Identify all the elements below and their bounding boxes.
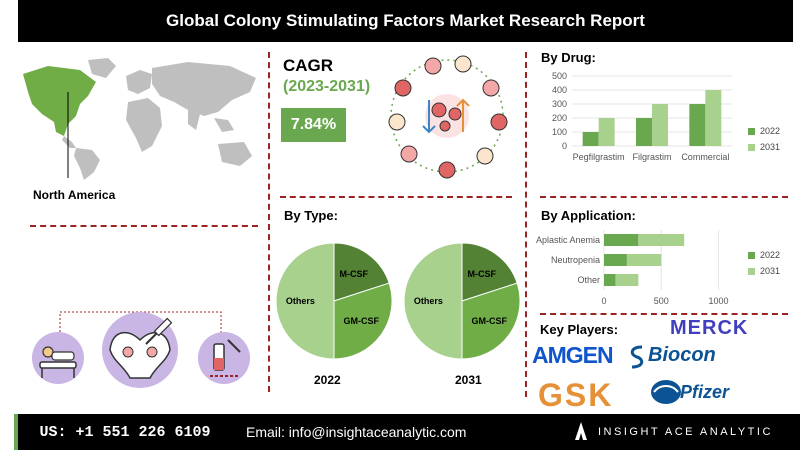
app-bar-2031 xyxy=(615,274,639,286)
pfizer-logo: Pfizer xyxy=(680,382,730,402)
pie-slice-label: M-CSF xyxy=(468,269,497,279)
report-title: Global Colony Stimulating Factors Market… xyxy=(18,0,793,42)
pie-slice-m-csf xyxy=(461,242,518,302)
footer-accent xyxy=(14,414,18,450)
amgen-logo: AMGEN xyxy=(532,342,614,368)
key-players-title: Key Players: xyxy=(540,322,619,337)
divider-right-2 xyxy=(540,313,788,315)
drug-category-label: Filgrastim xyxy=(632,152,671,162)
brand-name: INSIGHT ACE ANALYTIC xyxy=(598,426,773,438)
pie-slice-label: M-CSF xyxy=(340,269,369,279)
region-label: North America xyxy=(33,188,116,202)
app-category-label: Other xyxy=(577,275,600,285)
drug-bar-2022 xyxy=(582,132,599,146)
by-application-title: By Application: xyxy=(541,208,636,223)
footer-email: Email: info@insightaceanalytic.com xyxy=(236,414,566,450)
drug-bar-2031 xyxy=(652,104,668,146)
app-xtick: 0 xyxy=(601,296,606,306)
pie-slice-others xyxy=(403,242,463,360)
drug-ytick: 0 xyxy=(562,141,567,151)
drug-ytick: 200 xyxy=(552,113,567,123)
pfizer-mark-icon xyxy=(650,376,682,413)
divider-right-1 xyxy=(540,196,788,198)
app-bar-2022 xyxy=(604,254,627,266)
drug-ytick: 300 xyxy=(552,99,567,109)
pie-slice-label: GM-CSF xyxy=(471,316,507,326)
app-xtick: 1000 xyxy=(709,296,729,306)
app-xtick: 500 xyxy=(654,296,669,306)
by-application-chart: 0 500 1000 Aplastic Anemia Neutropenia Other xyxy=(536,230,729,306)
drug-ytick: 500 xyxy=(552,71,567,81)
drug-bar-2022 xyxy=(636,118,652,146)
by-drug-chart: 0 100 200 300 400 500 Pegfilgrastim Filgrastim C… xyxy=(552,71,732,162)
footer-phone: US: +1 551 226 6109 xyxy=(14,414,236,450)
medical-icons xyxy=(28,300,253,395)
app-bar-2022 xyxy=(604,274,616,286)
app-bar-2031 xyxy=(626,254,662,266)
pie-slice-label: GM-CSF xyxy=(343,316,379,326)
cagr-period: (2023-2031) xyxy=(283,78,371,95)
pie-slice-gm-csf xyxy=(333,282,393,360)
cagr-heading: CAGR xyxy=(283,56,334,75)
legend-2022: 2022 xyxy=(748,126,780,136)
legend-2031: 2031 xyxy=(748,142,780,152)
biocon-logo: Biocon xyxy=(648,344,716,366)
app-bar-2031 xyxy=(638,234,685,246)
pie-2022-year: 2022 xyxy=(314,373,341,387)
pie-slice-label: Others xyxy=(414,296,443,306)
cagr-value: 7.84% xyxy=(281,108,346,142)
pie-2031: M-CSF GM-CSF Others xyxy=(403,242,521,360)
drug-ytick: 100 xyxy=(552,127,567,137)
blood-cell-medical-icon xyxy=(383,52,511,180)
drug-category-label: Commercial xyxy=(681,152,729,162)
drug-bar-2031 xyxy=(598,118,615,146)
pie-2022: M-CSF GM-CSF Others xyxy=(275,242,393,360)
pie-slice-others xyxy=(275,242,335,360)
gsk-logo: GSK xyxy=(538,377,614,413)
pelvis-injection-icon xyxy=(109,317,173,379)
app-category-label: Neutropenia xyxy=(551,255,600,265)
brand-a-icon xyxy=(574,421,588,444)
by-drug-title: By Drug: xyxy=(541,50,596,65)
drug-category-label: Pegfilgrastim xyxy=(573,152,625,162)
pie-slice-m-csf xyxy=(333,242,390,302)
merck-logo: MERCK xyxy=(670,317,749,339)
by-application-legend: 2022 2031 xyxy=(748,250,780,282)
divider-v1 xyxy=(268,52,270,392)
divider-v2 xyxy=(525,52,527,397)
patient-bed-icon xyxy=(39,346,77,378)
by-drug-legend: 2022 2031 xyxy=(748,126,780,158)
legend-2022-app: 2022 xyxy=(748,250,780,260)
biocon-mark-icon xyxy=(626,344,648,375)
legend-2031-app: 2031 xyxy=(748,266,780,276)
pie-2031-year: 2031 xyxy=(455,373,482,387)
vial-syringe-icon xyxy=(210,339,241,377)
by-type-title: By Type: xyxy=(284,208,338,223)
drug-bar-2022 xyxy=(689,104,706,146)
divider-mid xyxy=(280,196,512,198)
app-category-label: Aplastic Anemia xyxy=(536,235,600,245)
pie-slice-gm-csf xyxy=(461,282,521,360)
app-bar-2022 xyxy=(604,234,639,246)
world-map-icon xyxy=(18,52,263,182)
drug-ytick: 400 xyxy=(552,85,567,95)
pie-slice-label: Others xyxy=(286,296,315,306)
drug-bar-2031 xyxy=(705,90,722,146)
footer-brand: INSIGHT ACE ANALYTIC xyxy=(566,414,800,450)
divider-left xyxy=(30,225,258,227)
